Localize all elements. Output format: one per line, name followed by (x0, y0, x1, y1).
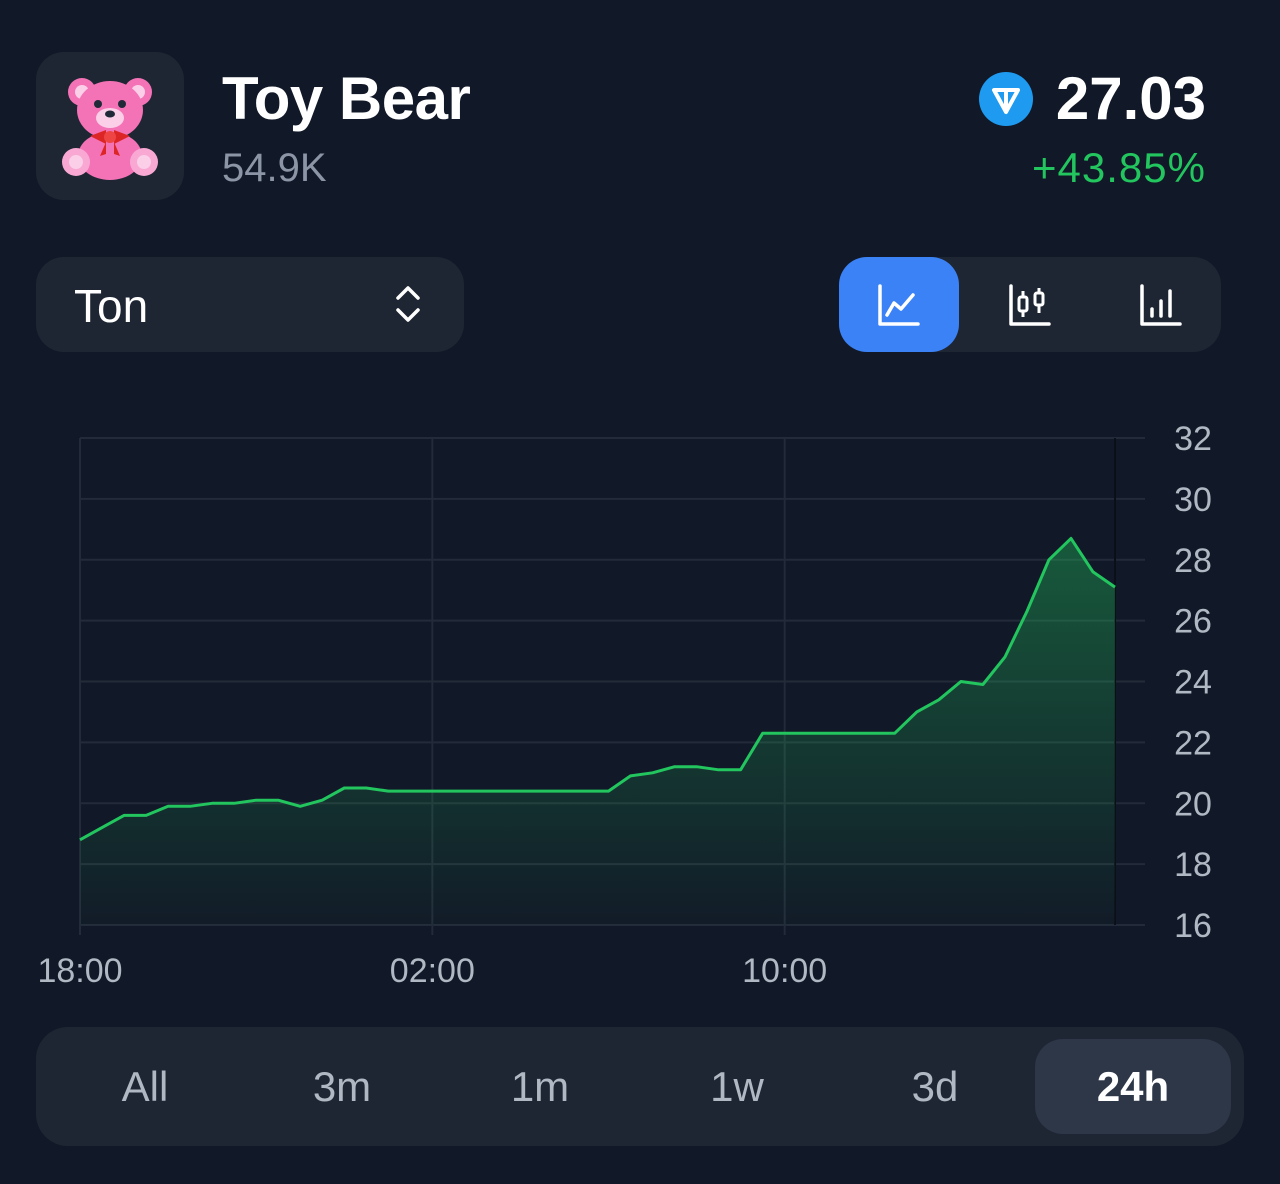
y-tick-label: 20 (1174, 785, 1212, 823)
x-tick-label: 10:00 (742, 952, 827, 990)
x-tick-label: 02:00 (390, 952, 475, 990)
range-24h[interactable]: 24h (1035, 1039, 1231, 1134)
chart-point (1025, 609, 1029, 613)
y-tick-label: 24 (1174, 664, 1212, 702)
collection-title: Toy Bear (222, 65, 471, 132)
chart-point (1113, 585, 1117, 589)
chart-point (1047, 558, 1051, 562)
range-3d[interactable]: 3d (911, 1062, 959, 1110)
chart-point (386, 789, 390, 793)
chart-point (651, 771, 655, 775)
price-change: +43.85% (1032, 144, 1206, 191)
chart-point (871, 731, 875, 735)
chart-point (695, 765, 699, 769)
chart-area-fill (80, 538, 1115, 925)
bar-chart-button[interactable] (1101, 257, 1221, 352)
chart-point (761, 731, 765, 735)
chart-point (849, 731, 853, 735)
teddy-bear-icon (62, 78, 158, 180)
y-tick-label: 16 (1174, 907, 1212, 945)
chart-point (959, 680, 963, 684)
range-1m[interactable]: 1m (510, 1062, 570, 1110)
chart-point (937, 698, 941, 702)
price-chart[interactable]: 16 18 20 22 24 26 28 30 32 18:00 02:00 10:00 (0, 400, 1280, 1000)
chart-point (122, 813, 126, 817)
x-tick-label: 18:00 (37, 952, 122, 990)
chart-point (540, 789, 544, 793)
chart-point (717, 768, 721, 772)
bar-chart-icon (1140, 284, 1182, 326)
chart-point (210, 801, 214, 805)
y-tick-label: 30 (1174, 481, 1212, 519)
line-chart-button[interactable] (839, 257, 959, 352)
range-3m[interactable]: 3m (312, 1062, 372, 1110)
chart-point (298, 804, 302, 808)
chart-point (584, 789, 588, 793)
chart-point (78, 838, 82, 842)
chart-point (915, 710, 919, 714)
chart-point (805, 731, 809, 735)
header: Toy Bear 54.9K 27.03 +43.85% (36, 52, 1220, 200)
chart-point (1069, 536, 1073, 540)
chart-point (827, 731, 831, 735)
chart-point (496, 789, 500, 793)
y-tick-label: 26 (1174, 603, 1212, 641)
range-1w[interactable]: 1w (710, 1062, 764, 1110)
chart-point (430, 789, 434, 793)
chart-point (342, 786, 346, 790)
chart-point (254, 798, 258, 802)
chart-point (320, 798, 324, 802)
chart-point (607, 789, 611, 793)
chart-point (673, 765, 677, 769)
chart-point (166, 804, 170, 808)
collection-count: 54.9K (222, 146, 327, 190)
chart-point (188, 804, 192, 808)
chart-point (783, 731, 787, 735)
chart-point (232, 801, 236, 805)
price-value: 27.03 (1055, 65, 1206, 132)
avatar (36, 52, 184, 200)
y-tick-label: 22 (1174, 724, 1212, 762)
chart-point (144, 813, 148, 817)
ton-icon (978, 71, 1033, 126)
currency-selector[interactable]: Ton (36, 257, 464, 352)
chart-point (276, 798, 280, 802)
candlestick-chart-button[interactable] (970, 257, 1090, 352)
chart-point (739, 768, 743, 772)
chart-point (893, 731, 897, 735)
chart-point (100, 826, 104, 830)
chart-point (981, 683, 985, 687)
chart-type-switcher (839, 257, 1221, 352)
chevron-up-down-icon (396, 286, 420, 322)
time-range-switcher: All 3m 1m 1w 3d 24h (36, 1027, 1244, 1146)
chart-point (474, 789, 478, 793)
chart-point (562, 789, 566, 793)
chart-point (408, 789, 412, 793)
chart-price-line (79, 536, 1116, 842)
currency-selector-value: Ton (74, 280, 149, 332)
chart-point (1003, 655, 1007, 659)
chart-point (1091, 570, 1095, 574)
line-chart-icon (878, 284, 920, 326)
chart-point (364, 786, 368, 790)
range-all[interactable]: All (121, 1062, 169, 1110)
chart-point (452, 789, 456, 793)
chart-point (518, 789, 522, 793)
chart-point (629, 774, 633, 778)
y-tick-label: 18 (1174, 846, 1212, 884)
y-tick-label: 28 (1174, 542, 1212, 580)
candlestick-icon (1009, 284, 1051, 326)
y-tick-label: 32 (1174, 420, 1212, 458)
price-row: 27.03 (978, 64, 1206, 133)
